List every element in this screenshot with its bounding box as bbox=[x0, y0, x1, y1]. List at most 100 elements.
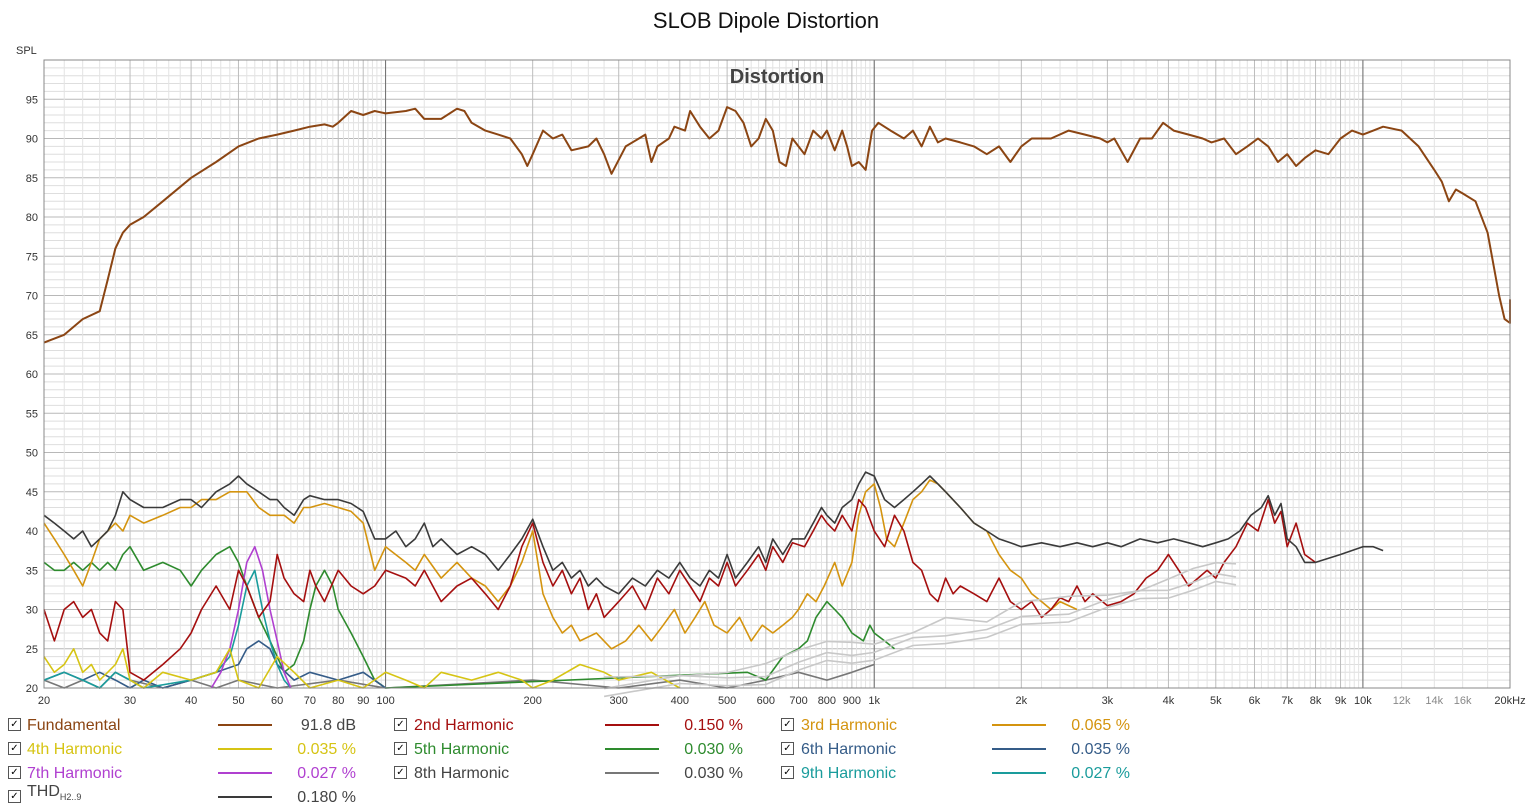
x-tick-label: 30 bbox=[124, 695, 136, 707]
x-tick-label: 4k bbox=[1163, 695, 1175, 707]
chart-series bbox=[43, 106, 1511, 698]
legend-label: 8th Harmonic bbox=[414, 765, 510, 782]
x-tick-label: 3k bbox=[1102, 695, 1114, 707]
y-tick-label: 20 bbox=[26, 683, 38, 695]
y-tick-label: 60 bbox=[26, 369, 38, 381]
legend-checkbox[interactable]: ✓ bbox=[8, 766, 21, 779]
legend-label: 7th Harmonic bbox=[27, 765, 123, 782]
harmonic-noise-trace bbox=[603, 580, 1237, 698]
y-tick-label: 70 bbox=[26, 291, 38, 303]
x-tick-label: 6k bbox=[1249, 695, 1261, 707]
series-line-2nd-harmonic bbox=[43, 498, 1316, 681]
legend-checkbox[interactable]: ✓ bbox=[781, 742, 794, 755]
harmonic-noise-trace bbox=[604, 561, 1237, 678]
legend-label: 6th Harmonic bbox=[801, 741, 897, 758]
series-line-6th-harmonic bbox=[43, 640, 387, 689]
x-tick-label: 500 bbox=[718, 695, 736, 707]
legend-checkbox[interactable]: ✓ bbox=[394, 742, 407, 755]
x-tick-label: 16k bbox=[1454, 695, 1472, 707]
x-tick-label: 200 bbox=[523, 695, 541, 707]
y-tick-label: 35 bbox=[26, 565, 38, 577]
series-line-7th-harmonic bbox=[210, 545, 292, 689]
legend-value: 0.027 % bbox=[297, 765, 356, 782]
legend-checkbox[interactable]: ✓ bbox=[8, 790, 21, 803]
window-title: SLOB Dipole Distortion bbox=[652, 8, 880, 33]
series-line-thd bbox=[43, 471, 1384, 595]
legend-checkbox[interactable]: ✓ bbox=[8, 742, 21, 755]
x-tick-label: 10k bbox=[1354, 695, 1372, 707]
y-axis-label: SPL bbox=[16, 45, 37, 57]
plot-border bbox=[43, 59, 1511, 689]
y-tick-label: 80 bbox=[26, 212, 38, 224]
legend-value: 0.035 % bbox=[297, 741, 356, 758]
legend-value: 0.065 % bbox=[1071, 717, 1130, 734]
harmonic-noise-trace bbox=[603, 572, 1237, 690]
legend-checkbox[interactable]: ✓ bbox=[394, 766, 407, 779]
x-tick-label: 80 bbox=[332, 695, 344, 707]
x-tick-label: 600 bbox=[757, 695, 775, 707]
legend-value: 0.030 % bbox=[684, 741, 743, 758]
legend-value: 91.8 dB bbox=[300, 717, 356, 734]
x-tick-label: 14k bbox=[1425, 695, 1443, 707]
y-tick-label: 25 bbox=[26, 644, 38, 656]
series-line-5th-harmonic bbox=[43, 545, 895, 689]
x-tick-label: 7k bbox=[1281, 695, 1293, 707]
legend-checkbox[interactable]: ✓ bbox=[8, 718, 21, 731]
x-tick-label: 90 bbox=[357, 695, 369, 707]
legend-value: 0.030 % bbox=[684, 765, 743, 782]
x-tick-label: 900 bbox=[843, 695, 861, 707]
series-line-fundamental bbox=[43, 106, 1511, 344]
x-tick-label: 300 bbox=[610, 695, 628, 707]
x-tick-label: 40 bbox=[185, 695, 197, 707]
legend-value: 0.035 % bbox=[1071, 741, 1130, 758]
x-tick-label: 800 bbox=[818, 695, 836, 707]
x-tick-label: 20kHz bbox=[1494, 695, 1525, 707]
y-tick-label: 95 bbox=[26, 94, 38, 106]
y-tick-label: 75 bbox=[26, 251, 38, 263]
legend-swatch bbox=[992, 724, 1046, 726]
x-tick-label: 20 bbox=[38, 695, 50, 707]
legend-label: 4th Harmonic bbox=[27, 741, 123, 758]
x-tick-label: 12k bbox=[1393, 695, 1411, 707]
legend-label: THDH2..9 bbox=[27, 783, 82, 802]
y-tick-label: 40 bbox=[26, 526, 38, 538]
x-tick-label: 50 bbox=[232, 695, 244, 707]
legend-checkbox[interactable]: ✓ bbox=[781, 766, 794, 779]
x-tick-label: 100 bbox=[376, 695, 394, 707]
legend-label: 2nd Harmonic bbox=[414, 717, 514, 734]
y-tick-label: 45 bbox=[26, 487, 38, 499]
y-tick-label: 30 bbox=[26, 605, 38, 617]
y-tick-label: 50 bbox=[26, 448, 38, 460]
legend-label: 5th Harmonic bbox=[414, 741, 510, 758]
chart-title: Distortion bbox=[730, 66, 824, 88]
x-tick-label: 60 bbox=[271, 695, 283, 707]
x-tick-label: 70 bbox=[304, 695, 316, 707]
legend-swatch bbox=[605, 724, 659, 726]
y-tick-label: 55 bbox=[26, 408, 38, 420]
legend-label: Fundamental bbox=[27, 717, 121, 734]
legend-checkbox[interactable]: ✓ bbox=[394, 718, 407, 731]
legend-label-subscript: H2..9 bbox=[59, 792, 82, 802]
legend-swatch bbox=[218, 748, 272, 750]
legend-value: 0.180 % bbox=[297, 789, 356, 806]
x-tick-label: 700 bbox=[789, 695, 807, 707]
legend-swatch bbox=[605, 748, 659, 750]
legend-label: 3rd Harmonic bbox=[801, 717, 898, 734]
legend-swatch bbox=[992, 748, 1046, 750]
legend-swatch bbox=[992, 772, 1046, 774]
legend-checkbox[interactable]: ✓ bbox=[781, 718, 794, 731]
y-tick-label: 90 bbox=[26, 134, 38, 146]
legend-swatch bbox=[605, 772, 659, 774]
y-tick-label: 85 bbox=[26, 173, 38, 185]
legend-value: 0.027 % bbox=[1071, 765, 1130, 782]
x-tick-label: 2k bbox=[1016, 695, 1028, 707]
legend-swatch bbox=[218, 724, 272, 726]
chart-axes: 20 25 30 35 40 45 50 55 60 65 70 75 80 85 90 95 20 30 40 50… bbox=[26, 59, 1526, 707]
series-line-3rd-harmonic bbox=[43, 479, 1078, 650]
legend-value: 0.150 % bbox=[684, 717, 743, 734]
y-tick-label: 65 bbox=[26, 330, 38, 342]
legend-label: 9th Harmonic bbox=[801, 765, 897, 782]
x-tick-label: 8k bbox=[1310, 695, 1322, 707]
x-tick-label: 1k bbox=[868, 695, 880, 707]
